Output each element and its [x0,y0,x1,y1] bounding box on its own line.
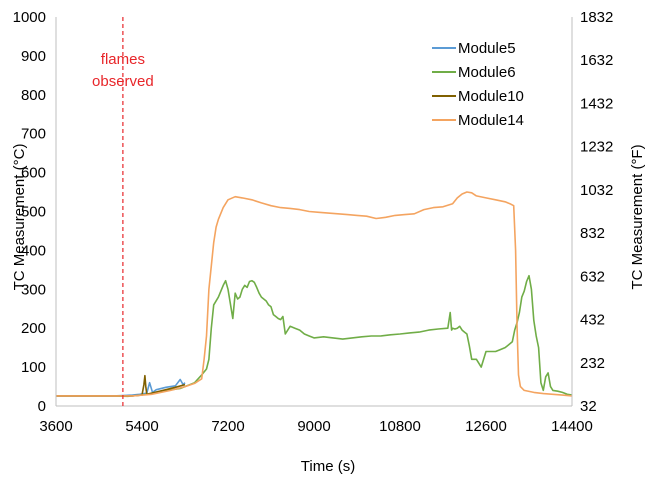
y-tick-label: 400 [21,242,46,259]
y2-tick-label: 1232 [580,139,613,156]
y2-tick-label: 1032 [580,182,613,199]
x-axis-title: Time (s) [301,458,355,475]
legend-label-module14: Module14 [458,112,524,129]
series-line-module10 [56,374,186,397]
y-tick-label: 0 [38,398,46,415]
y2-tick-label: 1632 [580,52,613,69]
plot-area [56,191,573,398]
y-tick-label: 100 [21,359,46,376]
y-tick-label: 800 [21,87,46,104]
y2-tick-label: 32 [580,398,597,415]
x-tick-label: 10800 [379,418,421,435]
y-axis-ticks-right: 32 232 432 632 832 1032 1232 1432 1632 1832 [580,9,613,415]
y2-tick-label: 832 [580,225,605,242]
series-line-module14 [56,191,573,397]
y2-tick-label: 232 [580,355,605,372]
y-tick-label: 300 [21,281,46,298]
y2-tick-label: 432 [580,312,605,329]
y2-tick-label: 1832 [580,9,613,26]
y-axis-ticks-left: 0 100 200 300 400 500 600 700 800 900 1000 [13,9,46,415]
legend-label-module6: Module6 [458,64,516,81]
y-tick-label: 1000 [13,9,46,26]
y-axis-title-right: TC Measurement (°F) [629,144,646,289]
x-tick-label: 9000 [297,418,330,435]
y2-tick-label: 632 [580,268,605,285]
y-axis-title-left: TC Measurement (°C) [11,144,28,291]
x-tick-label: 12600 [465,418,507,435]
series-line-module6 [56,274,573,398]
legend-label-module5: Module5 [458,40,516,57]
flames-observed-label-line1: flames [101,51,145,68]
y-tick-label: 600 [21,165,46,182]
x-tick-label: 5400 [125,418,158,435]
flames-observed-label-line2: observed [92,73,154,90]
legend: Module5 Module6 Module10 Module14 [432,40,524,129]
y-tick-label: 700 [21,126,46,143]
x-tick-label: 14400 [551,418,593,435]
y-tick-label: 200 [21,320,46,337]
x-tick-label: 7200 [211,418,244,435]
legend-label-module10: Module10 [458,88,524,105]
y2-tick-label: 1432 [580,95,613,112]
y-tick-label: 500 [21,204,46,221]
flames-observed-annotation: flames observed [92,17,154,406]
x-axis-ticks: 3600 5400 7200 9000 10800 12600 14400 [39,418,593,435]
y-tick-label: 900 [21,48,46,65]
series-line-module5 [56,378,186,397]
x-tick-label: 3600 [39,418,72,435]
axes [55,17,573,407]
